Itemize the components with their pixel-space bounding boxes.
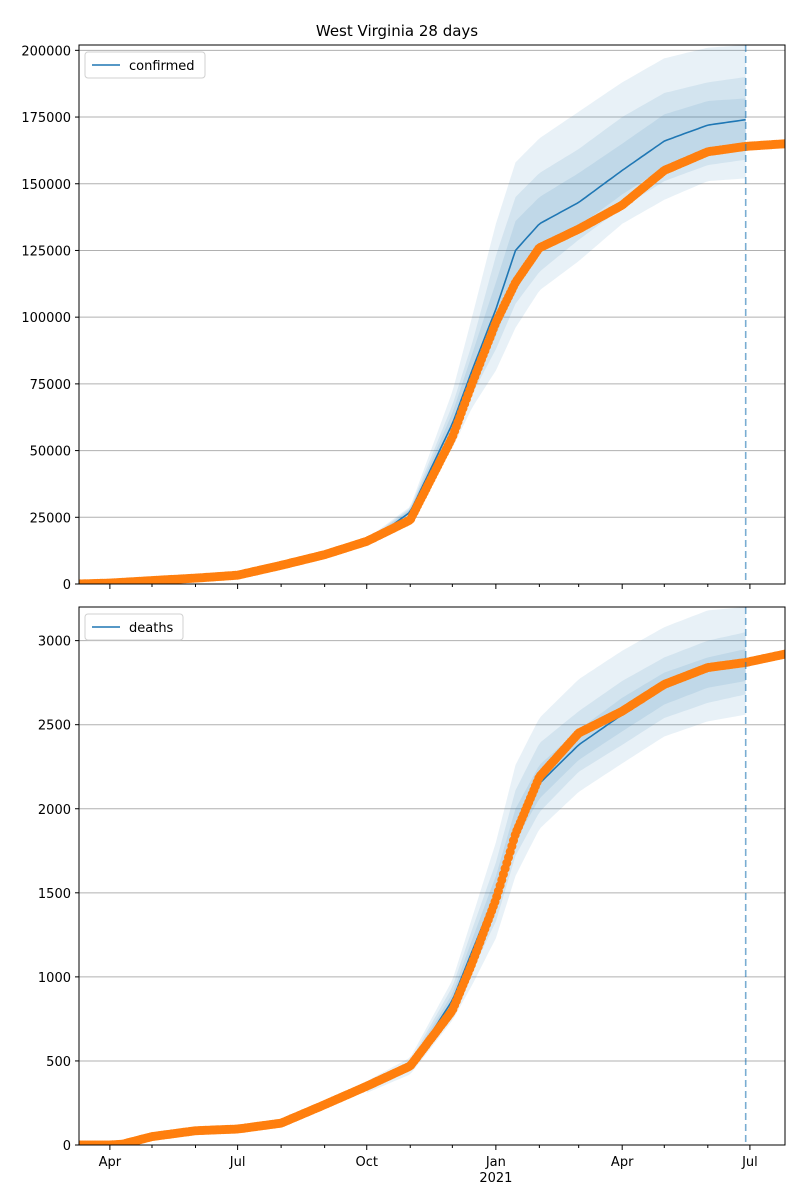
- legend-label: deaths: [129, 621, 174, 636]
- y-tick-label: 0: [63, 578, 71, 593]
- panel-deaths: 0 500 1000 1500 2000 2500 3000 deaths: [38, 606, 786, 1154]
- observed-point: [780, 139, 785, 149]
- y-tick-label: 2000: [38, 803, 71, 818]
- uncertainty-band-inner: [366, 98, 746, 545]
- legend-box: [84, 613, 184, 641]
- y-tick-label: 150000: [21, 178, 71, 193]
- observed-markers: [79, 649, 785, 1145]
- uncertainty-band-middle: [366, 77, 746, 546]
- axes-frame: [78, 606, 786, 1146]
- observed-markers: [79, 139, 785, 584]
- y-tick-label: 25000: [30, 511, 71, 526]
- legend: deaths: [84, 613, 184, 641]
- x-tick-label: Oct: [355, 1155, 377, 1170]
- y-tick-label: 50000: [30, 445, 71, 460]
- axes-frame: [78, 44, 786, 585]
- x-tick-label: Jan: [485, 1155, 506, 1170]
- y-tick-label: 0: [63, 1139, 71, 1154]
- y-tick-label: 1000: [38, 971, 71, 986]
- chart-title: West Virginia 28 days: [316, 22, 478, 40]
- x-tick-label: Jul: [229, 1155, 246, 1170]
- legend-box: [84, 51, 206, 79]
- uncertainty-band-outer: [366, 607, 746, 1093]
- series-line-confirmed: [366, 118, 746, 545]
- x-year-label: 2021: [479, 1171, 512, 1186]
- y-tick-label: 75000: [30, 378, 71, 393]
- y-tick-label: 200000: [21, 44, 71, 59]
- y-tick-label: 2500: [38, 719, 71, 734]
- y-tick-label: 100000: [21, 311, 71, 326]
- plot-area-confirmed: [79, 45, 785, 584]
- y-tick-label: 125000: [21, 244, 71, 259]
- observed-point: [780, 649, 785, 659]
- y-tick-label: 1500: [38, 887, 71, 902]
- plot-area-deaths: [79, 607, 785, 1145]
- y-tick-label: 3000: [38, 635, 71, 650]
- panel-confirmed: 0 25000 50000 75000 100000 125000 150000 175000…: [21, 44, 786, 593]
- y-tick-label: 500: [46, 1055, 71, 1070]
- legend-label: confirmed: [129, 59, 195, 74]
- x-tick-label: Apr: [611, 1155, 634, 1170]
- y-tick-label: 175000: [21, 111, 71, 126]
- legend: confirmed: [84, 51, 206, 79]
- x-tick-label: Apr: [99, 1155, 122, 1170]
- x-tick-label: Jul: [741, 1155, 758, 1170]
